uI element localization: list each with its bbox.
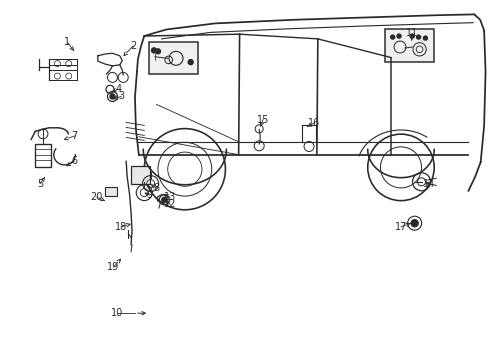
Text: 6: 6	[71, 156, 77, 166]
Circle shape	[396, 34, 400, 38]
Text: 3: 3	[118, 91, 124, 102]
Text: 17: 17	[394, 222, 407, 232]
Text: 19: 19	[107, 262, 120, 272]
Bar	[149, 42, 198, 74]
Bar	[35, 144, 51, 167]
Circle shape	[423, 36, 427, 40]
Text: 16: 16	[307, 118, 320, 128]
Bar	[104, 187, 117, 196]
Circle shape	[410, 220, 417, 227]
Circle shape	[390, 35, 394, 39]
Text: 9: 9	[146, 190, 152, 200]
Circle shape	[162, 197, 166, 202]
Text: 10: 10	[111, 308, 123, 318]
Text: 15: 15	[256, 114, 269, 125]
Circle shape	[409, 34, 413, 38]
Text: 7: 7	[71, 131, 77, 141]
Text: 5: 5	[37, 179, 43, 189]
Text: 4: 4	[115, 84, 121, 94]
Text: 1: 1	[64, 37, 70, 48]
Circle shape	[416, 35, 420, 39]
Text: 11: 11	[405, 28, 417, 38]
Circle shape	[110, 94, 115, 99]
Text: 8: 8	[153, 183, 159, 193]
Text: 18: 18	[115, 222, 127, 232]
Circle shape	[151, 48, 156, 53]
Text: 20: 20	[90, 192, 103, 202]
Text: 14: 14	[422, 179, 435, 189]
Bar	[385, 29, 433, 62]
Text: 12: 12	[163, 199, 176, 210]
Text: 2: 2	[130, 41, 136, 51]
Bar	[131, 166, 149, 184]
Circle shape	[155, 49, 160, 54]
Circle shape	[188, 60, 193, 65]
Text: 13: 13	[163, 192, 176, 202]
